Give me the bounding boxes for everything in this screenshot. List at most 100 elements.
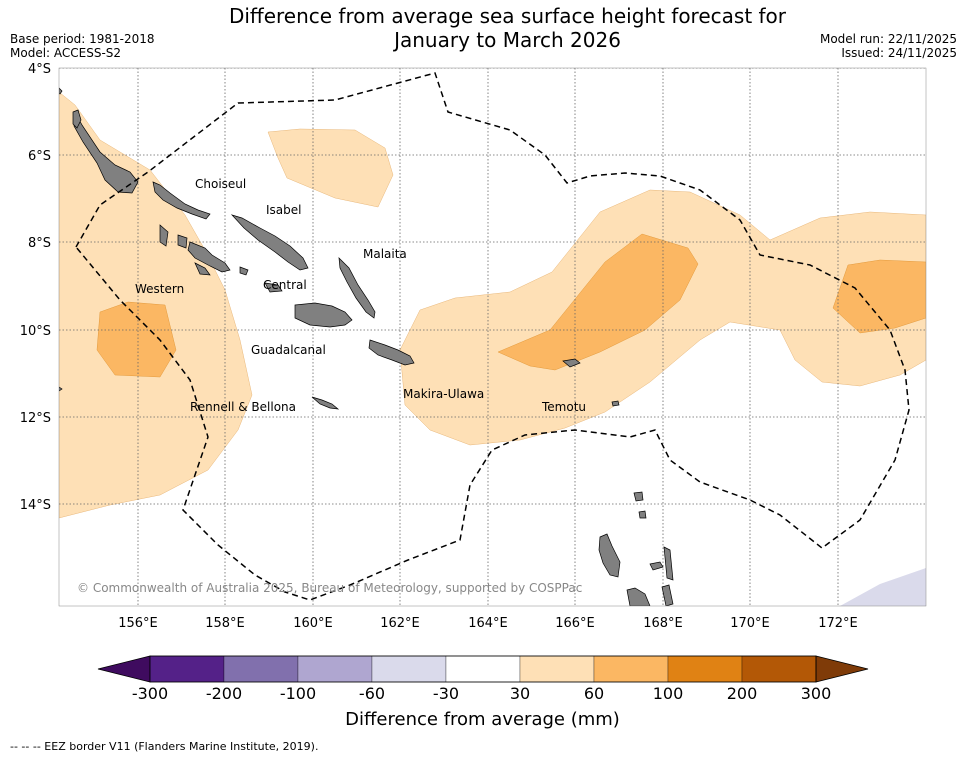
colorbar-segment xyxy=(741,655,817,683)
colorbar-tick-label: 30 xyxy=(509,684,531,703)
colorbar-segment xyxy=(667,655,743,683)
colorbar-segment xyxy=(519,655,595,683)
colorbar-tick-label: 200 xyxy=(726,684,758,703)
colorbar-extend-low xyxy=(97,655,151,683)
bougainville-island xyxy=(73,110,139,194)
colorbar-tick-label: -100 xyxy=(279,684,317,703)
espiritu-santo-island xyxy=(598,533,621,578)
anomaly-30-60-shading xyxy=(59,91,926,519)
makira-island xyxy=(368,339,415,366)
lon-label: 172°E xyxy=(818,616,858,631)
florida-islands xyxy=(264,282,283,293)
lon-label: 170°E xyxy=(730,616,770,631)
title-line-1: Difference from average sea surface heig… xyxy=(228,4,787,28)
lat-label: 8°S xyxy=(28,236,51,251)
ambae-island xyxy=(649,561,664,571)
colorbar-segment xyxy=(297,655,373,683)
lon-labels: 156°E 158°E 160°E 162°E 164°E 166°E 168°… xyxy=(118,616,858,631)
rennell-island xyxy=(311,396,340,410)
lat-labels: 4°S 6°S 8°S 10°S 12°S 14°S xyxy=(20,62,51,513)
label-makira-ulawa: Makira-Ulawa xyxy=(403,387,484,401)
lat-label: 12°S xyxy=(20,411,51,426)
colorbar-title: Difference from average (mm) xyxy=(345,709,620,730)
meta-left: Base period: 1981-2018 Model: ACCESS-S2 xyxy=(10,32,155,60)
colorbar-tick-label: -300 xyxy=(131,684,169,703)
anomaly-negative-corner xyxy=(840,568,926,606)
rendova-island xyxy=(194,262,211,276)
issued-date: Issued: 24/11/2025 xyxy=(841,46,957,60)
colorbar-segment xyxy=(149,655,225,683)
russell-islands xyxy=(239,266,249,276)
label-western: Western xyxy=(135,282,184,296)
lat-label: 4°S xyxy=(28,62,51,77)
lon-label: 156°E xyxy=(118,616,158,631)
buka-island xyxy=(72,109,82,129)
colorbar-tick-label: -30 xyxy=(432,684,460,703)
choiseul-island xyxy=(152,181,211,220)
colorbar-segment xyxy=(593,655,669,683)
colorbar-segment xyxy=(223,655,299,683)
colorbar-extend-high xyxy=(815,655,869,683)
santa-cruz-island xyxy=(562,358,581,368)
lon-label: 160°E xyxy=(293,616,333,631)
meta-right: Model run: 22/11/2025 Issued: 24/11/2025 xyxy=(820,32,957,60)
place-labels: Choiseul Isabel Malaita Western Central … xyxy=(135,177,586,414)
colorbar xyxy=(97,655,869,683)
kolombangara-island xyxy=(177,234,188,249)
colorbar-tick-label: 300 xyxy=(800,684,832,703)
map-frame xyxy=(58,67,927,607)
anomaly-60-100-shading xyxy=(96,233,926,378)
base-period: Base period: 1981-2018 xyxy=(10,32,155,46)
colorbar-tick-label: 100 xyxy=(652,684,684,703)
north-anomaly-region xyxy=(267,128,394,208)
lon-label: 164°E xyxy=(468,616,508,631)
copyright-notice: © Commonwealth of Australia 2025, Bureau… xyxy=(77,581,582,595)
lon-label: 158°E xyxy=(205,616,245,631)
islands xyxy=(59,87,674,606)
isabel-island xyxy=(230,214,309,271)
guadalcanal-island xyxy=(294,302,353,328)
colorbar-tick-label: -60 xyxy=(358,684,386,703)
colorbar-tick-label: 60 xyxy=(583,684,605,703)
label-temotu: Temotu xyxy=(541,400,586,414)
label-guadalcanal: Guadalcanal xyxy=(251,343,326,357)
map-area xyxy=(59,68,926,606)
colorbar-segment xyxy=(445,655,521,683)
vanikoro-island xyxy=(611,400,620,407)
gridlines xyxy=(59,68,926,606)
label-rennell-bellona: Rennell & Bellona xyxy=(190,400,296,414)
vanua-lava-island xyxy=(638,510,647,519)
map-title: Difference from average sea surface heig… xyxy=(190,4,825,52)
new-ireland-fragment xyxy=(59,87,63,95)
malakula-island xyxy=(626,587,651,606)
malaita-island xyxy=(338,257,376,319)
lon-label: 166°E xyxy=(555,616,595,631)
eez-footnote: -- -- -- EEZ border V11 (Flanders Marine… xyxy=(10,740,319,753)
east-high-anomaly xyxy=(832,259,926,334)
lon-label: 162°E xyxy=(380,616,420,631)
central-high-anomaly xyxy=(497,233,699,371)
lat-label: 6°S xyxy=(28,149,51,164)
label-malaita: Malaita xyxy=(363,247,407,261)
colorbar-segment xyxy=(371,655,447,683)
vella-lavella-island xyxy=(159,224,169,247)
lat-label: 14°S xyxy=(20,498,51,513)
label-choiseul: Choiseul xyxy=(195,177,246,191)
model-name: Model: ACCESS-S2 xyxy=(10,46,122,60)
model-run: Model run: 22/11/2025 xyxy=(819,32,957,46)
label-central: Central xyxy=(263,278,307,292)
colorbar-outline xyxy=(149,655,817,683)
lon-label: 168°E xyxy=(643,616,683,631)
western-high-anomaly xyxy=(96,301,177,378)
eez-border xyxy=(75,72,910,601)
title-line-2: January to March 2026 xyxy=(394,28,621,52)
colorbar-tick-label: -200 xyxy=(205,684,243,703)
pentecost-island xyxy=(661,584,674,606)
lat-label: 10°S xyxy=(20,324,51,339)
maewo-island xyxy=(663,546,674,581)
small-islet-west xyxy=(59,386,63,392)
new-georgia-island xyxy=(187,241,231,273)
label-isabel: Isabel xyxy=(266,203,301,217)
banks-islands xyxy=(633,491,644,502)
